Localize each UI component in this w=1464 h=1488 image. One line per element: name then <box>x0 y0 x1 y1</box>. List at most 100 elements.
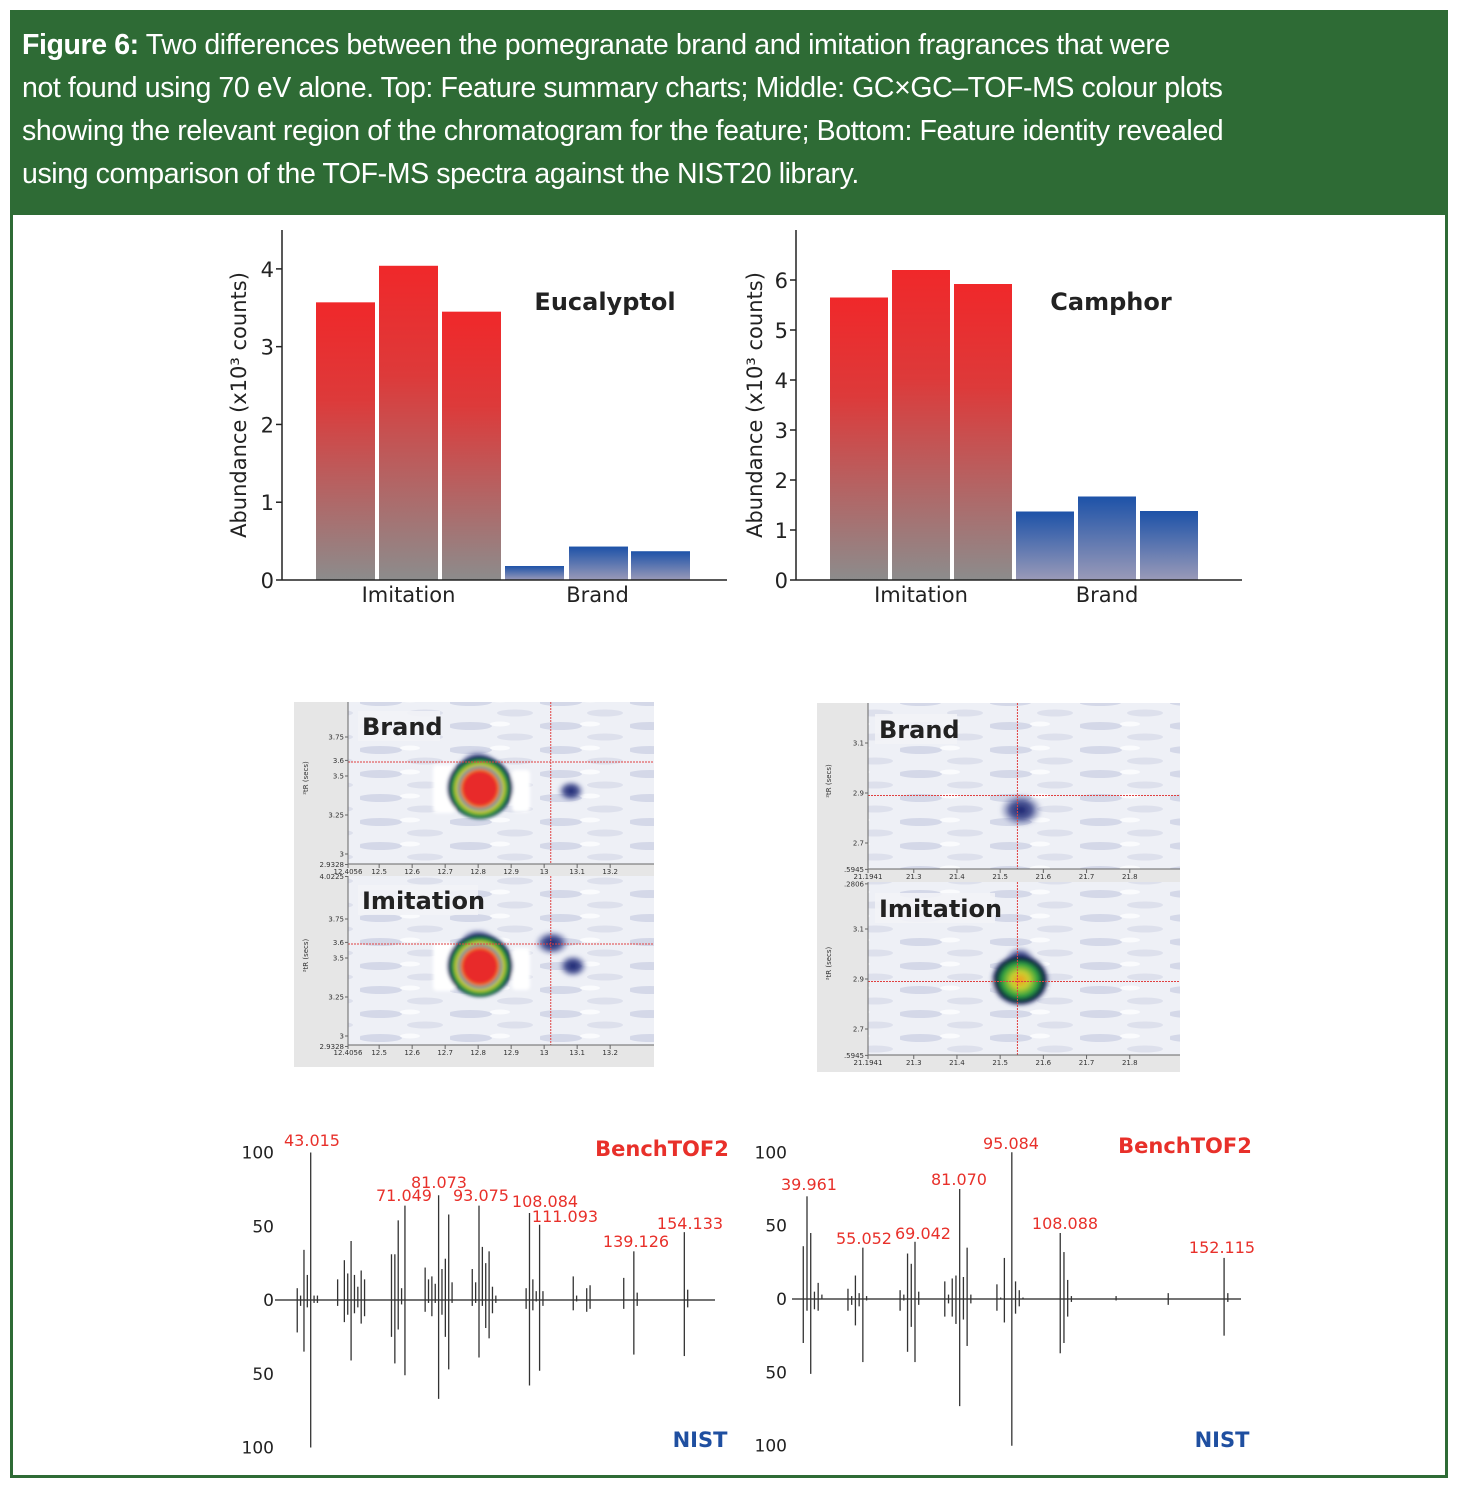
y-tick-label: 1 <box>775 519 788 543</box>
x-tick-label: 13 <box>540 1049 549 1057</box>
x-tick-label: 13 <box>540 868 549 876</box>
panel-label-bg <box>358 885 478 915</box>
peak-annotation: 71.049 <box>376 1186 432 1205</box>
y-tick-label: 4 <box>261 258 274 282</box>
peak-annotation: 81.070 <box>931 1170 987 1189</box>
x-tick-label: 21.7 <box>1079 873 1095 881</box>
x-tick-label: 12.6 <box>404 1049 420 1057</box>
category-label: Brand <box>1076 583 1139 607</box>
imitation-bar <box>316 302 375 580</box>
y-tick-label: 3 <box>340 1033 344 1041</box>
peak-annotation: 95.084 <box>983 1134 1039 1153</box>
measured-spectrum-label: BenchTOF2 <box>1118 1134 1252 1158</box>
caption-line-1: Figure 6: Two differences between the po… <box>22 24 1436 67</box>
y-tick-label: 100 <box>242 1144 274 1164</box>
y-axis-label: ²tR (secs) <box>302 761 310 795</box>
x-tick-label: 12.4056 <box>334 868 363 876</box>
panel-label: Brand <box>362 713 443 741</box>
peak-annotation: 39.961 <box>781 1175 837 1194</box>
x-tick-label: 12.4056 <box>334 1049 363 1057</box>
y-tick-label: 3.5 <box>333 773 344 781</box>
panel-label-bg <box>875 714 957 744</box>
minor-peak <box>558 954 588 978</box>
y-tick-label: 2.9 <box>853 790 864 798</box>
x-tick-label: 13.1 <box>569 1049 585 1057</box>
imitation-bar <box>954 284 1012 580</box>
bar-chart-eucalyptol: 0 1 2 3 4 Imitation Brand Eucalyptol Abundance (… <box>227 230 727 607</box>
caption-text: Two differences between the pomegranate … <box>138 29 1171 61</box>
major-peak <box>446 751 514 819</box>
minor-peak <box>534 930 570 956</box>
y-axis-label: Abundance (x10³ counts) <box>227 272 251 538</box>
y-tick-label: 4.0225 <box>320 873 345 881</box>
brand-bar <box>1078 496 1136 580</box>
category-label: Imitation <box>874 583 968 607</box>
y-tick-label: 2 <box>775 469 788 493</box>
x-tick-label: 12.9 <box>503 868 519 876</box>
major-peak <box>990 953 1050 1007</box>
panel-label: Brand <box>879 716 960 744</box>
category-label: Imitation <box>362 583 456 607</box>
peak-annotation: 69.042 <box>895 1224 951 1243</box>
peak-annotation: 111.093 <box>532 1207 598 1226</box>
peak-annotation: 139.126 <box>603 1232 669 1251</box>
y-tick-label: .5945 <box>844 866 864 874</box>
y-tick-label: 3 <box>261 336 274 360</box>
bar-charts: 0 1 2 3 4 Imitation Brand Eucalyptol Abundance (… <box>227 230 1242 607</box>
peak-annotation: 108.088 <box>1032 1214 1098 1233</box>
chart-title: Camphor <box>1050 288 1172 316</box>
peak-annotation: 93.075 <box>453 1186 509 1205</box>
caption-line-3: showing the relevant region of the chrom… <box>22 115 1224 147</box>
peak-annotation: 81.073 <box>411 1173 467 1192</box>
x-tick-label: 21.6 <box>1036 873 1052 881</box>
library-spectrum-label: NIST <box>673 1428 729 1452</box>
y-tick-label: 50 <box>765 1363 787 1383</box>
library-spectrum-label: NIST <box>1195 1428 1251 1452</box>
imitation-bar <box>830 297 888 580</box>
y-tick-label: 3.75 <box>328 734 344 742</box>
y-axis-label: ²tR (secs) <box>302 938 310 972</box>
peak-blobs <box>990 946 1050 1007</box>
panel-label: Imitation <box>362 887 485 915</box>
y-axis-label: Abundance (x10³ counts) <box>743 272 767 538</box>
x-tick-label: 13.2 <box>602 1049 618 1057</box>
imitation-bar <box>442 311 501 580</box>
y-tick-label: 3.6 <box>333 939 345 947</box>
y-tick-label: 4 <box>775 369 788 393</box>
x-tick-label: 12.8 <box>470 868 486 876</box>
y-tick-label: 2.9328 <box>320 861 345 869</box>
peak-annotation: 152.115 <box>1189 1238 1255 1257</box>
brand-bar <box>569 546 628 580</box>
y-tick-label: 2.7 <box>853 840 864 848</box>
y-tick-label: 3.25 <box>328 994 344 1002</box>
peak-annotation: 154.133 <box>657 1214 723 1233</box>
x-tick-label: 12.8 <box>470 1049 486 1057</box>
y-tick-label: 3 <box>340 851 344 859</box>
y-tick-label: 2.7 <box>853 1026 864 1034</box>
saturation-patch <box>512 948 530 990</box>
x-tick-label: 21.4 <box>949 1059 965 1067</box>
caption-line-4: using comparison of the TOF-MS spectra a… <box>22 158 859 190</box>
minor-peak <box>999 793 1043 827</box>
brand-bar <box>631 551 690 580</box>
x-tick-label: 13.1 <box>569 868 585 876</box>
peak-annotation: 108.084 <box>512 1192 578 1211</box>
x-tick-label: 21.5 <box>992 873 1008 881</box>
y-tick-label: 3.1 <box>853 740 864 748</box>
major-peak <box>446 929 514 997</box>
x-tick-label: 12.7 <box>437 868 453 876</box>
measured-spectrum-label: BenchTOF2 <box>595 1137 729 1161</box>
y-tick-label: 50 <box>252 1217 274 1237</box>
x-tick-label: 21.3 <box>906 873 922 881</box>
y-axis-label: ²tR (secs) <box>825 946 833 980</box>
x-tick-label: 21.8 <box>1122 1059 1138 1067</box>
